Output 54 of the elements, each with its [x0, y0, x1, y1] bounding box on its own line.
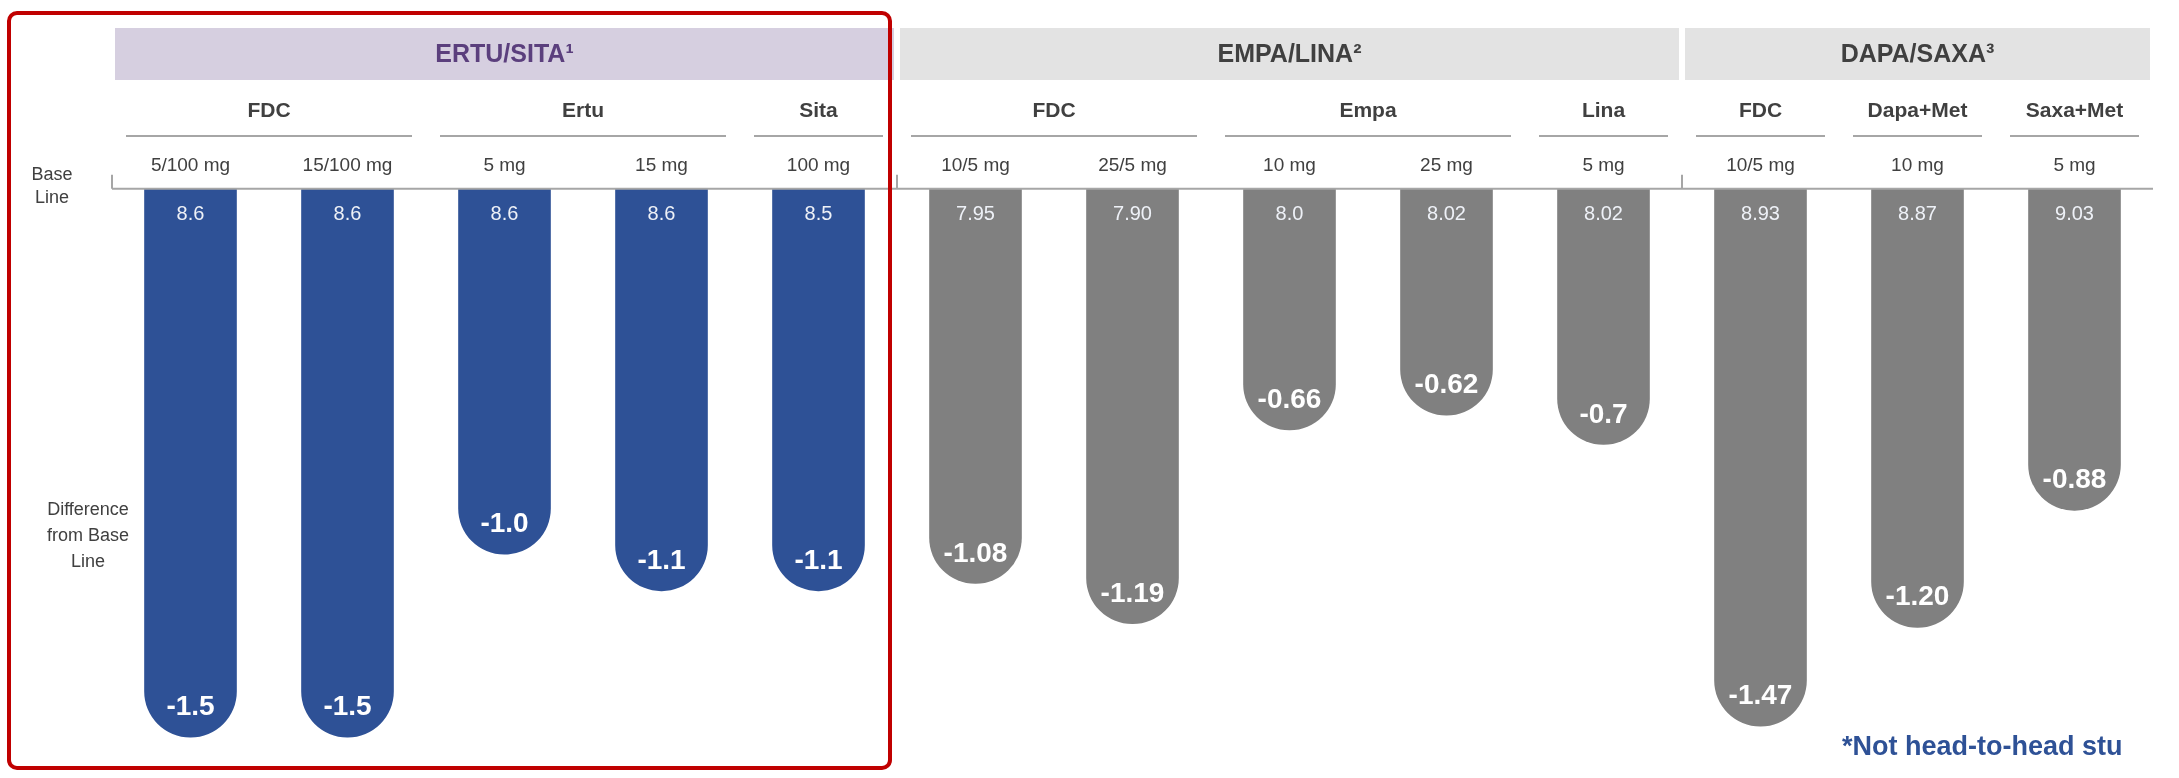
text: FDC	[1032, 97, 1076, 121]
data-label: -0.88	[2042, 463, 2107, 495]
x-tick-label: 100 mg	[786, 153, 851, 175]
x-tick-label: 10 mg	[1263, 153, 1316, 175]
x-tick-label: 15 mg	[635, 153, 688, 175]
annotation: 8.02	[1427, 202, 1466, 225]
x-tick-label: 5 mg	[483, 153, 526, 175]
data-label: -0.62	[1414, 368, 1479, 400]
x-tick-label: 10 mg	[1891, 153, 1944, 175]
data-label: -0.66	[1257, 382, 1322, 414]
annotation: 8.6	[176, 202, 205, 225]
annotation: 7.90	[1113, 202, 1152, 225]
text: Base Line	[31, 163, 73, 207]
x-tick-label: 5 mg	[1582, 153, 1625, 175]
x-tick-label: 10/5 mg	[941, 153, 1010, 175]
text: Lina	[1581, 97, 1626, 121]
text: EMPA/LINA²	[1217, 38, 1362, 67]
data-label: -1.0	[480, 507, 529, 539]
x-tick-label: 15/100 mg	[302, 153, 393, 175]
data-label: -1.1	[794, 543, 843, 575]
annotation: *Not head-to-head stu	[1842, 731, 2123, 762]
text: FDC	[1738, 97, 1783, 121]
data-label: -1.1	[637, 543, 686, 575]
annotation: 8.6	[333, 202, 362, 225]
text: Dapa+Met	[1867, 97, 1968, 121]
data-label: -1.19	[1100, 576, 1165, 608]
annotation: 8.6	[647, 202, 676, 225]
annotation: 8.6	[490, 202, 519, 225]
annotation: 9.03	[2055, 202, 2094, 225]
x-tick-label: 25 mg	[1420, 153, 1473, 175]
text: FDC	[247, 97, 291, 121]
data-label: -1.5	[323, 690, 372, 722]
data-label: -1.08	[943, 536, 1008, 568]
annotation: 8.02	[1584, 202, 1623, 225]
x-tick-label: 10/5 mg	[1726, 153, 1795, 175]
annotation: 8.93	[1741, 202, 1780, 225]
data-label: -1.20	[1885, 580, 1950, 612]
annotation: 8.87	[1898, 202, 1937, 225]
text: ERTU/SITA¹	[435, 38, 574, 67]
annotation: 8.0	[1275, 202, 1304, 225]
annotation: 7.95	[956, 202, 995, 225]
text: Saxa+Met	[2025, 97, 2124, 121]
data-label: -1.5	[166, 690, 215, 722]
text: Empa	[1339, 97, 1397, 121]
data-label: -0.7	[1579, 397, 1628, 429]
text: Ertu	[562, 97, 604, 121]
text: Sita	[799, 97, 839, 121]
x-tick-label: 5/100 mg	[150, 153, 231, 175]
x-tick-label: 5 mg	[2053, 153, 2096, 175]
text: DAPA/SAXA³	[1840, 38, 1995, 67]
annotation: 8.5	[804, 202, 833, 225]
data-label: -1.47	[1728, 679, 1793, 711]
annotation: Difference from Base Line	[46, 498, 130, 571]
x-tick-label: 25/5 mg	[1098, 153, 1167, 175]
